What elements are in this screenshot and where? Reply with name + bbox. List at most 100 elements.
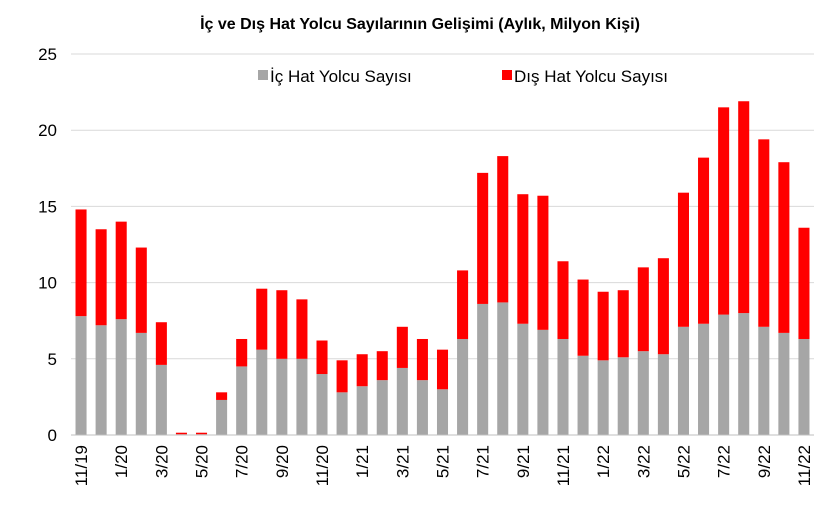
bar-dis-hat bbox=[517, 194, 529, 324]
bar-ic-hat bbox=[617, 357, 629, 435]
bar-dis-hat bbox=[416, 338, 428, 381]
bar-dis-hat bbox=[196, 432, 208, 435]
legend-label-dis-hat: Dış Hat Yolcu Sayısı bbox=[514, 67, 668, 86]
bar-dis-hat bbox=[457, 270, 469, 339]
x-tick-label: 5/20 bbox=[193, 445, 212, 478]
bar-dis-hat bbox=[657, 258, 669, 355]
bar-dis-hat bbox=[276, 290, 288, 359]
bar-dis-hat bbox=[95, 229, 107, 326]
x-tick-label: 11/22 bbox=[795, 445, 814, 486]
bar-ic-hat bbox=[537, 329, 549, 435]
x-tick-label: 7/22 bbox=[715, 445, 734, 478]
bar-ic-hat bbox=[497, 302, 509, 435]
bar-ic-hat bbox=[477, 303, 489, 435]
bar-ic-hat bbox=[276, 358, 288, 435]
bar-dis-hat bbox=[236, 338, 248, 367]
bar-ic-hat bbox=[135, 332, 147, 435]
bar-ic-hat bbox=[677, 326, 689, 435]
bar-ic-hat bbox=[778, 332, 790, 435]
bar-ic-hat bbox=[95, 325, 107, 435]
bar-dis-hat bbox=[778, 162, 790, 333]
legend-label-ic-hat: İç Hat Yolcu Sayısı bbox=[270, 67, 412, 86]
legend: İç Hat Yolcu Sayısı Dış Hat Yolcu Sayısı bbox=[258, 67, 668, 86]
y-tick-label: 5 bbox=[48, 350, 57, 369]
bar-ic-hat bbox=[316, 374, 328, 435]
x-tick-label: 3/21 bbox=[393, 445, 412, 478]
bar-dis-hat bbox=[316, 340, 328, 375]
bar-dis-hat bbox=[477, 172, 489, 304]
bar-dis-hat bbox=[557, 261, 569, 339]
bar-dis-hat bbox=[216, 392, 228, 400]
bar-dis-hat bbox=[376, 351, 388, 381]
x-tick-label: 7/20 bbox=[233, 445, 252, 478]
bar-dis-hat bbox=[617, 290, 629, 358]
bar-ic-hat bbox=[738, 313, 750, 435]
bar-ic-hat bbox=[758, 326, 770, 435]
x-tick-label: 9/22 bbox=[755, 445, 774, 478]
bar-ic-hat bbox=[637, 351, 649, 435]
chart-title: İç ve Dış Hat Yolcu Sayılarının Gelişimi… bbox=[200, 16, 640, 33]
bar-dis-hat bbox=[296, 299, 308, 359]
y-tick-label: 20 bbox=[38, 121, 57, 140]
bar-ic-hat bbox=[577, 355, 589, 435]
x-tick-label: 11/21 bbox=[554, 445, 573, 486]
bar-ic-hat bbox=[557, 338, 569, 435]
bar-ic-hat bbox=[517, 323, 529, 435]
bar-dis-hat bbox=[798, 227, 810, 339]
x-tick-label: 11/20 bbox=[313, 445, 332, 486]
bar-dis-hat bbox=[155, 322, 167, 365]
bars-group bbox=[75, 101, 810, 435]
x-tick-label: 11/19 bbox=[72, 445, 91, 486]
y-tick-label: 10 bbox=[38, 274, 57, 293]
x-tick-label: 5/21 bbox=[434, 445, 453, 478]
x-tick-label: 3/22 bbox=[634, 445, 653, 478]
legend-swatch-ic-hat bbox=[258, 70, 268, 80]
bar-dis-hat bbox=[75, 209, 87, 317]
x-tick-label: 9/21 bbox=[514, 445, 533, 478]
bar-ic-hat bbox=[296, 358, 308, 435]
bar-dis-hat bbox=[597, 291, 609, 361]
bar-ic-hat bbox=[376, 380, 388, 435]
x-tick-label: 3/20 bbox=[152, 445, 171, 478]
bar-dis-hat bbox=[135, 247, 147, 333]
bar-ic-hat bbox=[356, 386, 368, 435]
bar-dis-hat bbox=[356, 354, 368, 387]
bar-dis-hat bbox=[637, 267, 649, 352]
bar-dis-hat bbox=[577, 279, 589, 356]
bar-ic-hat bbox=[236, 366, 248, 435]
bar-ic-hat bbox=[75, 316, 87, 435]
x-tick-label: 1/20 bbox=[112, 445, 131, 478]
bar-dis-hat bbox=[336, 360, 348, 393]
x-tick-label: 9/20 bbox=[273, 445, 292, 478]
y-tick-label: 25 bbox=[38, 45, 57, 64]
bar-dis-hat bbox=[758, 139, 770, 327]
y-tick-label: 0 bbox=[48, 426, 57, 445]
legend-swatch-dis-hat bbox=[502, 70, 512, 80]
bar-dis-hat bbox=[537, 195, 549, 330]
bar-ic-hat bbox=[597, 360, 609, 435]
bar-ic-hat bbox=[416, 380, 428, 435]
bar-dis-hat bbox=[256, 288, 268, 350]
y-tick-label: 15 bbox=[38, 197, 57, 216]
bar-ic-hat bbox=[457, 338, 469, 435]
bar-dis-hat bbox=[396, 326, 408, 368]
bar-dis-hat bbox=[738, 101, 750, 314]
bar-ic-hat bbox=[657, 354, 669, 435]
bar-ic-hat bbox=[256, 349, 268, 435]
bar-ic-hat bbox=[698, 323, 710, 435]
bar-ic-hat bbox=[155, 364, 167, 435]
bar-dis-hat bbox=[677, 192, 689, 327]
x-tick-label: 5/22 bbox=[674, 445, 693, 478]
bar-dis-hat bbox=[698, 157, 710, 324]
y-axis: 0 5 10 15 20 25 bbox=[38, 45, 57, 445]
bar-dis-hat bbox=[497, 156, 509, 303]
bar-ic-hat bbox=[718, 314, 730, 435]
bar-ic-hat bbox=[115, 319, 127, 435]
bar-ic-hat bbox=[436, 389, 449, 435]
bar-dis-hat bbox=[436, 349, 449, 390]
x-tick-label: 1/22 bbox=[594, 445, 613, 478]
bar-dis-hat bbox=[718, 107, 730, 315]
bar-ic-hat bbox=[336, 392, 348, 435]
bar-dis-hat bbox=[115, 221, 127, 320]
